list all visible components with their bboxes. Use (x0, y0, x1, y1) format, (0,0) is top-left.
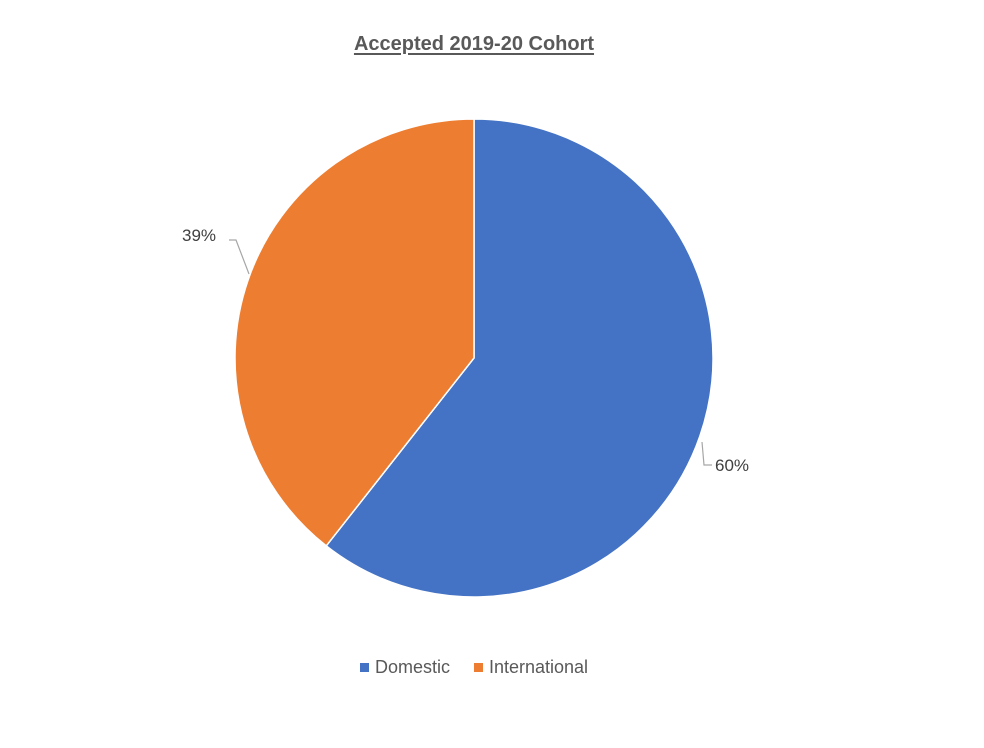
legend-swatch-international (473, 663, 483, 672)
legend: Domestic International (0, 657, 948, 678)
pie-slice-domestic[interactable] (325, 118, 714, 598)
data-label-domestic: 60% (715, 456, 750, 475)
leader-line-international (229, 239, 250, 275)
leader-line-domestic (701, 441, 712, 466)
legend-item-domestic[interactable]: Domestic (359, 657, 450, 678)
pie-slice-international[interactable] (234, 118, 475, 547)
legend-item-international[interactable]: International (473, 657, 589, 678)
legend-label: Domestic (374, 657, 450, 677)
chart-title: Accepted 2019-20 Cohort (353, 33, 595, 55)
legend-swatch-domestic (359, 663, 369, 672)
legend-label: International (488, 657, 589, 677)
data-label-international: 39% (182, 226, 217, 245)
